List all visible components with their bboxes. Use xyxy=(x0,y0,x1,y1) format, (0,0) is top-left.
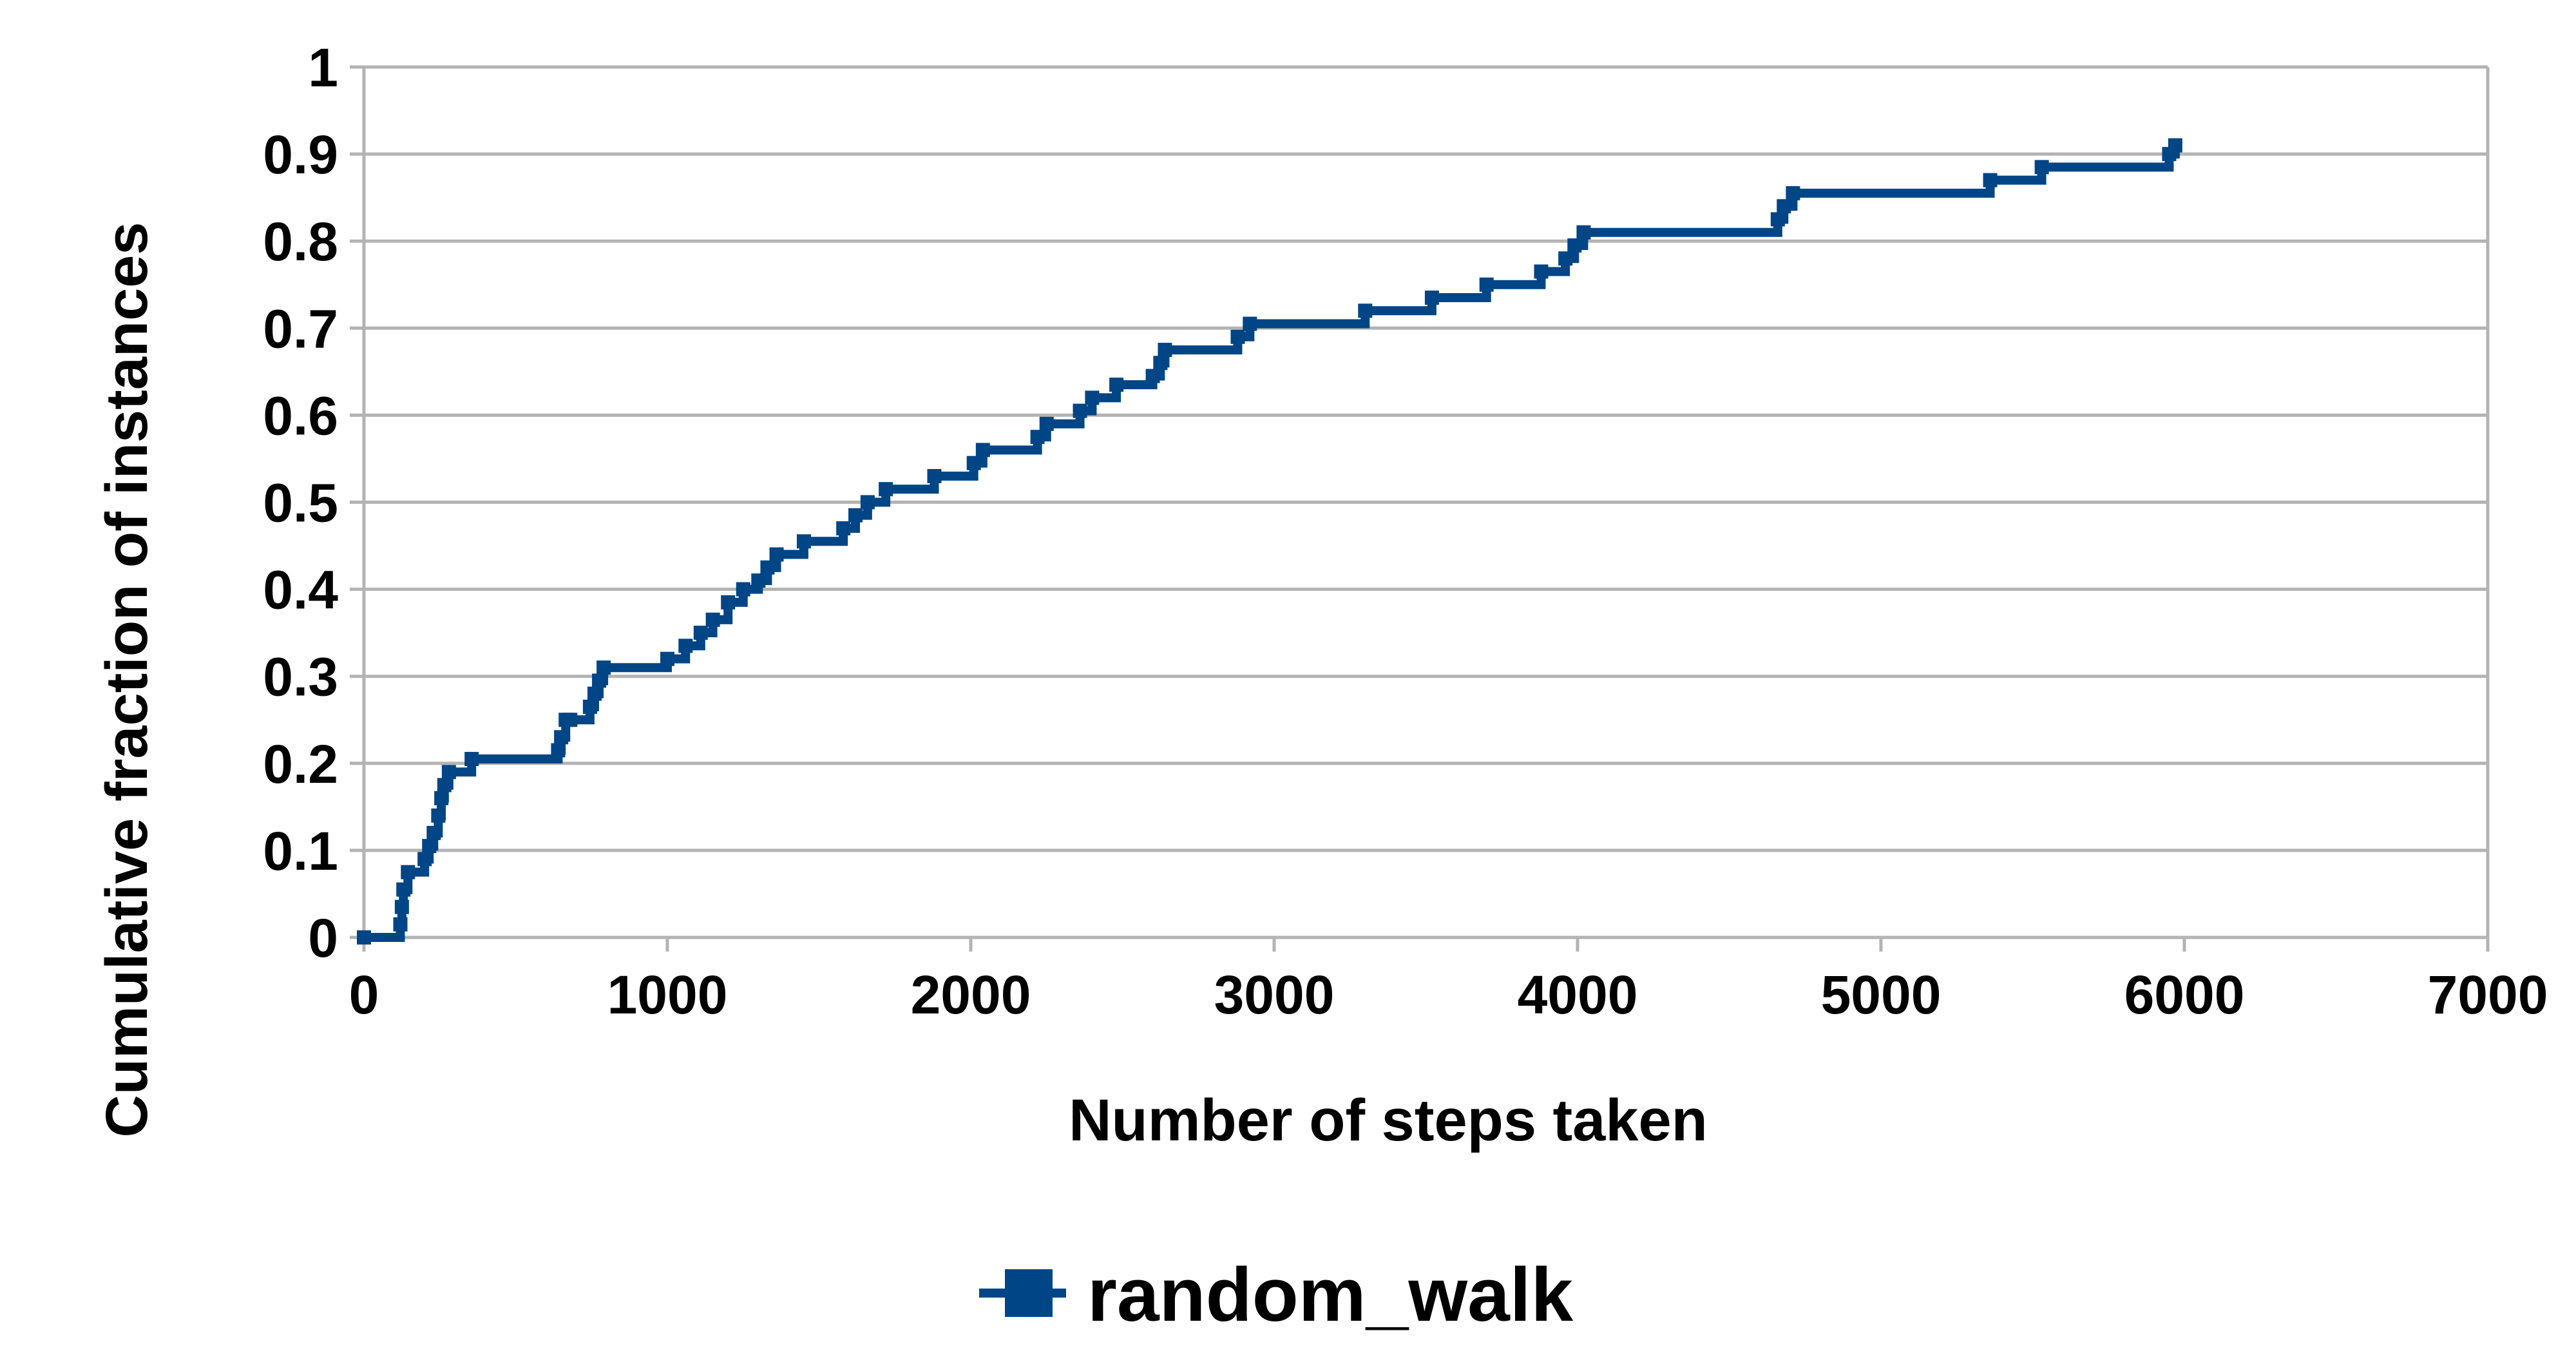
data-point xyxy=(678,638,693,653)
y-tick-label: 0.5 xyxy=(263,473,338,533)
x-tick-label: 0 xyxy=(349,964,379,1025)
legend-marker xyxy=(1005,1269,1053,1317)
data-point xyxy=(1424,291,1439,305)
data-point xyxy=(1770,212,1785,227)
data-point xyxy=(751,573,766,588)
data-point xyxy=(2034,160,2049,175)
data-point xyxy=(1558,251,1573,266)
data-point xyxy=(401,865,415,879)
data-point xyxy=(431,808,446,823)
data-point xyxy=(927,468,942,483)
y-tick-label: 0 xyxy=(308,908,338,968)
data-point xyxy=(1567,238,1582,253)
y-tick-label: 0.3 xyxy=(263,647,338,707)
y-axis-title: Cumulative fraction of instances xyxy=(94,222,160,1137)
data-point xyxy=(1534,264,1549,279)
data-point xyxy=(660,651,674,666)
data-point xyxy=(769,547,784,562)
y-tick-label: 0.9 xyxy=(263,124,338,185)
data-point xyxy=(1358,303,1373,318)
x-axis-title: Number of steps taken xyxy=(1069,1088,1708,1153)
series-layer xyxy=(357,138,2182,945)
data-point xyxy=(434,791,449,805)
data-point xyxy=(1230,329,1245,344)
data-point xyxy=(2168,138,2182,153)
data-point xyxy=(426,825,441,840)
data-point xyxy=(1479,277,1494,292)
y-tick-labels: 0 0.1 0.2 0.3 0.4 0.5 0.6 0.7 0.8 0.9 1 xyxy=(263,37,338,968)
data-point xyxy=(1153,356,1168,370)
data-point xyxy=(1786,186,1800,200)
data-point xyxy=(1158,343,1172,358)
data-point xyxy=(1109,378,1124,392)
data-point xyxy=(836,521,851,536)
x-tick-label: 1000 xyxy=(607,964,728,1025)
x-tick-label: 2000 xyxy=(911,964,1031,1025)
y-tick-label: 0.7 xyxy=(263,298,338,359)
x-tick-label: 3000 xyxy=(1214,964,1335,1025)
data-point xyxy=(1039,416,1054,431)
data-point xyxy=(596,660,611,675)
data-point xyxy=(966,456,981,470)
data-point xyxy=(1243,316,1257,331)
data-point xyxy=(879,482,893,497)
x-tick-label: 4000 xyxy=(1518,964,1638,1025)
data-point xyxy=(554,730,569,745)
y-tick-label: 0.1 xyxy=(263,821,338,881)
data-point xyxy=(417,852,432,867)
x-tick-label: 7000 xyxy=(2428,964,2548,1025)
data-point xyxy=(1983,173,1998,187)
x-tick-labels: 0 1000 2000 3000 4000 5000 6000 7000 xyxy=(349,964,2548,1025)
data-point xyxy=(437,778,452,792)
data-point xyxy=(396,882,411,897)
x-tick-label: 6000 xyxy=(2124,964,2245,1025)
legend: random_walk xyxy=(979,1252,1574,1338)
data-point xyxy=(1085,390,1100,405)
data-point xyxy=(357,930,371,945)
y-tick-label: 0.8 xyxy=(263,211,338,272)
data-point xyxy=(705,612,720,627)
data-point xyxy=(422,839,437,854)
data-point xyxy=(1576,225,1591,240)
data-point xyxy=(1777,199,1791,214)
data-point xyxy=(736,582,750,597)
x-tick-label: 5000 xyxy=(1821,964,1942,1025)
data-point xyxy=(860,495,875,510)
data-point xyxy=(1145,369,1160,383)
y-tick-label: 0.2 xyxy=(263,734,338,794)
data-point xyxy=(796,534,811,549)
data-point xyxy=(551,743,566,758)
data-point xyxy=(721,595,736,609)
data-point xyxy=(693,626,708,640)
data-point xyxy=(1030,430,1045,445)
legend-label: random_walk xyxy=(1087,1252,1574,1338)
data-point xyxy=(393,917,408,932)
data-point xyxy=(582,699,597,714)
gridlines xyxy=(350,65,2488,939)
data-point xyxy=(587,686,602,701)
y-tick-label: 0.4 xyxy=(263,560,338,620)
data-point xyxy=(848,508,863,523)
data-point xyxy=(1073,403,1087,418)
data-point xyxy=(592,673,607,688)
y-tick-label: 1 xyxy=(308,37,338,98)
data-point xyxy=(975,443,990,457)
axes xyxy=(362,67,2490,952)
data-point xyxy=(394,899,409,914)
y-tick-label: 0.6 xyxy=(263,385,338,446)
data-point xyxy=(441,765,456,780)
data-point xyxy=(563,713,578,727)
data-point xyxy=(464,752,479,767)
data-point xyxy=(760,560,775,575)
